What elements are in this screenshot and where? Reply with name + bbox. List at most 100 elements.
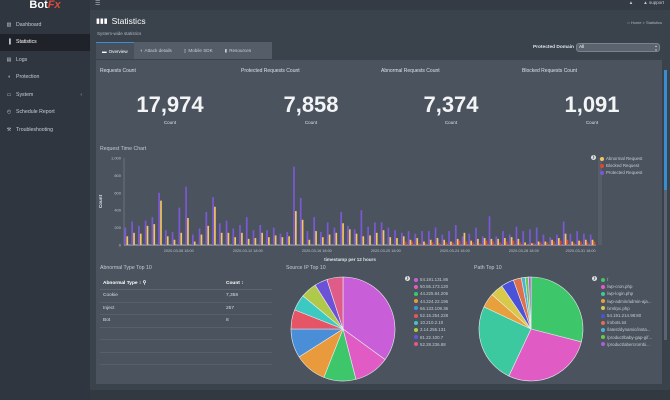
sidebar-item-schedule-report[interactable]: ◴ Schedule Report (0, 104, 90, 122)
bar-protected-request[interactable] (380, 222, 383, 245)
bar-blocked-request[interactable] (472, 242, 474, 245)
bar-abnormal-request[interactable] (571, 241, 574, 245)
legend-item[interactable]: 50.55.173.120 (414, 283, 448, 290)
bar-abnormal-request[interactable] (510, 237, 513, 245)
bar-abnormal-request[interactable] (268, 237, 270, 245)
tab-overview[interactable]: ▬ Overview (96, 42, 134, 59)
bar-abnormal-request[interactable] (362, 236, 365, 245)
bar-protected-request[interactable] (488, 216, 491, 245)
bar-protected-request[interactable] (347, 225, 349, 245)
column-header-abnormal-type[interactable]: Abnormal Type ↕ ⚲ (103, 281, 147, 286)
bar-abnormal-request[interactable] (126, 236, 129, 245)
legend-item[interactable]: 3.14.255.131 (414, 326, 448, 333)
sidebar-item-protection[interactable]: ◖ Protection (0, 69, 90, 87)
bar-abnormal-request[interactable] (423, 241, 425, 245)
breadcrumb[interactable]: ⌂ Home > Statistics (627, 20, 662, 25)
bar-abnormal-request[interactable] (348, 229, 351, 245)
bar-protected-request[interactable] (286, 231, 289, 245)
bar-protected-request[interactable] (542, 234, 545, 245)
bar-protected-request[interactable] (508, 234, 511, 245)
legend-item[interactable]: /wp-login.php (601, 290, 652, 297)
bar-blocked-request[interactable] (438, 243, 441, 245)
bar-protected-request[interactable] (576, 231, 579, 245)
tab-mobile-sdk[interactable]: ▯ Mobile SDK (178, 42, 219, 59)
legend-item[interactable]: 54.191.131.86 (414, 276, 448, 283)
search-icon[interactable]: ⚲ (142, 281, 147, 286)
bar-blocked-request[interactable] (559, 240, 562, 245)
bar-protected-request[interactable] (387, 227, 390, 245)
bar-abnormal-request[interactable] (409, 239, 412, 245)
bar-protected-request[interactable] (448, 231, 450, 245)
bar-protected-request[interactable] (299, 198, 302, 245)
bar-protected-request[interactable] (144, 220, 147, 245)
bar-abnormal-request[interactable] (530, 243, 533, 245)
bar-abnormal-request[interactable] (220, 232, 223, 245)
bar-blocked-request[interactable] (532, 243, 535, 245)
bar-protected-request[interactable] (191, 234, 194, 245)
bar-abnormal-request[interactable] (591, 239, 594, 245)
bar-abnormal-request[interactable] (557, 238, 560, 245)
bar-protected-request[interactable] (151, 217, 154, 245)
tab-resources[interactable]: ▮ Resources (219, 42, 258, 59)
bar-protected-request[interactable] (326, 222, 329, 245)
legend-toggle-icon[interactable]: ❯ (592, 276, 597, 281)
bar-protected-request[interactable] (212, 197, 214, 245)
bar-protected-request[interactable] (583, 233, 585, 245)
bar-blocked-request[interactable] (553, 241, 555, 245)
legend-item[interactable]: 52.28.236.88 (414, 341, 448, 348)
bar-protected-request[interactable] (232, 228, 235, 245)
bar-abnormal-request[interactable] (200, 234, 203, 245)
bar-protected-request[interactable] (400, 232, 403, 245)
bar-abnormal-request[interactable] (443, 239, 446, 245)
bar-abnormal-request[interactable] (456, 238, 459, 245)
bar-protected-request[interactable] (205, 211, 208, 245)
bar-protected-request[interactable] (245, 217, 248, 245)
bar-abnormal-request[interactable] (294, 211, 297, 245)
bar-abnormal-request[interactable] (584, 239, 587, 245)
bar-blocked-request[interactable] (411, 241, 414, 245)
bar-protected-request[interactable] (434, 227, 437, 245)
bar-abnormal-request[interactable] (193, 241, 196, 245)
bar-blocked-request[interactable] (505, 241, 508, 245)
bar-blocked-request[interactable] (485, 240, 488, 245)
legend-item[interactable]: 44.225.84.206 (414, 290, 448, 297)
bar-blocked-request[interactable] (431, 242, 434, 245)
bar-abnormal-request[interactable] (450, 241, 452, 245)
bar-protected-request[interactable] (481, 236, 484, 245)
bar-protected-request[interactable] (218, 223, 221, 245)
bar-abnormal-request[interactable] (153, 224, 156, 245)
bar-protected-request[interactable] (562, 221, 565, 245)
bar-blocked-request[interactable] (445, 242, 447, 245)
table-row[interactable]: Inject 257 (100, 303, 272, 315)
bar-abnormal-request[interactable] (504, 238, 506, 245)
legend-toggle-icon[interactable]: ❯ (591, 155, 596, 160)
bar-abnormal-request[interactable] (274, 235, 277, 245)
bar-abnormal-request[interactable] (315, 231, 317, 245)
bar-abnormal-request[interactable] (166, 236, 169, 245)
bar-blocked-request[interactable] (580, 241, 582, 245)
bar-protected-request[interactable] (360, 210, 363, 245)
legend-item[interactable]: 54.191.214.98:80 (601, 312, 652, 319)
sidebar-item-dashboard[interactable]: ▧ Dashboard (0, 16, 90, 34)
bar-protected-request[interactable] (515, 226, 518, 245)
bar-protected-request[interactable] (259, 224, 262, 245)
bar-protected-request[interactable] (293, 166, 295, 245)
table-row[interactable]: Cookie 7,358 (100, 290, 272, 303)
bar-protected-request[interactable] (569, 233, 572, 245)
bar-blocked-request[interactable] (458, 240, 461, 245)
bar-blocked-request[interactable] (404, 241, 407, 245)
sidebar-item-statistics[interactable]: ▐ Statistics (0, 33, 90, 51)
legend-toggle-icon[interactable]: ❯ (405, 276, 410, 281)
bar-abnormal-request[interactable] (436, 238, 439, 245)
legend-item[interactable]: /wp-cron.php (601, 283, 652, 290)
tab-attack-details[interactable]: ◖ Attack details (134, 42, 178, 59)
bar-abnormal-request[interactable] (301, 219, 304, 245)
legend-item[interactable]: Abnormal Request (600, 155, 642, 162)
bar-protected-request[interactable] (225, 220, 228, 245)
bar-abnormal-request[interactable] (429, 239, 432, 245)
bar-protected-request[interactable] (138, 225, 140, 245)
bar-protected-request[interactable] (529, 229, 531, 245)
scrollbar-thumb[interactable] (664, 70, 667, 190)
user-menu[interactable]: ▲ support (643, 0, 664, 5)
bar-abnormal-request[interactable] (389, 237, 392, 245)
